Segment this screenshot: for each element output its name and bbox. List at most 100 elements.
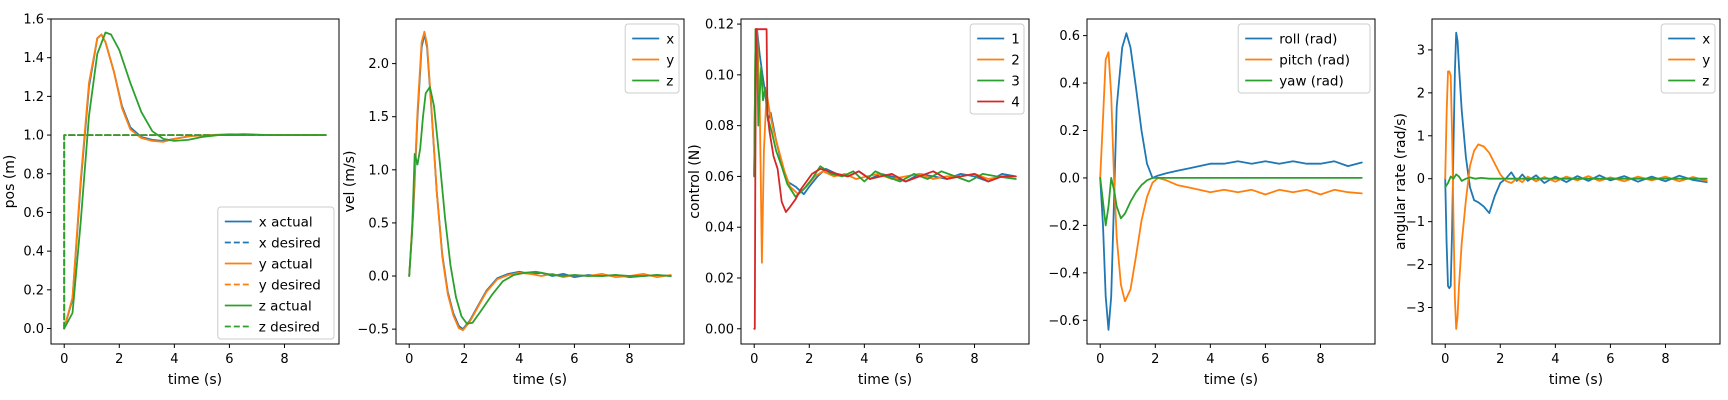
subplot-position: 0 2 4 6 8 0.0 0.2 0.4 0.6 0.8 1.0 1.2 1.4 1.6 time (s)… — [2, 13, 340, 388]
y-tick-label: 0.02 — [705, 271, 734, 286]
y-tick-label: 2.0 — [368, 57, 389, 72]
legend: x actual x desired y actual y desired z actu… — [217, 206, 335, 340]
y-tick-label: 0.10 — [705, 68, 734, 83]
plot-area — [63, 31, 327, 330]
subplot-attitude: 0 2 4 6 8 −0.6 −0.4 −0.2 0.0 0.2 0.4 0.6 time (s) rol… — [1048, 18, 1376, 388]
legend-frame — [624, 23, 680, 94]
series-line-z-desired — [63, 134, 327, 330]
axes-frame — [1086, 18, 1376, 345]
legend-label: x actual — [259, 215, 313, 231]
x-tick-label: 0 — [750, 352, 758, 367]
y-tick-label: −3 — [1406, 301, 1425, 316]
y-tick-label: 0.6 — [1059, 29, 1080, 44]
x-axis-label: time (s) — [1549, 372, 1603, 388]
x-axis-label: time (s) — [168, 372, 222, 388]
legend-frame — [1660, 23, 1716, 94]
y-tick-label: −0.6 — [1048, 314, 1080, 329]
legend-label: z actual — [259, 299, 312, 315]
x-tick-label: 0 — [60, 352, 68, 367]
x-axis-label: time (s) — [858, 372, 912, 388]
y-tick-label: 0.12 — [705, 18, 734, 33]
x-tick-label: 4 — [1551, 352, 1559, 367]
y-tick-label: 0.0 — [1059, 171, 1080, 186]
subplot-control: 0 2 4 6 8 0.00 0.02 0.04 0.06 0.08 0.10 0.12 time (s… — [687, 18, 1030, 388]
x-tick-label: 8 — [1316, 352, 1324, 367]
x-tick-label: 6 — [225, 352, 233, 367]
plot-area — [753, 28, 1017, 330]
subplot-velocity: 0 2 4 6 8 −0.5 0.0 0.5 1.0 1.5 2.0 time (s) vel (m/s… — [342, 18, 685, 388]
legend-label: pitch (rad) — [1279, 53, 1350, 69]
plot-area — [408, 30, 672, 332]
legend-label: x — [666, 32, 674, 48]
x-tick-label: 0 — [1096, 352, 1104, 367]
series-line-z — [1444, 173, 1708, 189]
subplot-angular-rate: 0 2 4 6 8 −3 −2 −1 0 1 2 3 time (s) angular rate (rad… — [1393, 18, 1721, 388]
plot-area — [1444, 31, 1708, 330]
x-tick-label: 4 — [170, 352, 178, 367]
y-tick-label: −1 — [1406, 215, 1425, 230]
legend-frame — [969, 23, 1025, 115]
x-tick-label: 6 — [570, 352, 578, 367]
y-tick-label: 0.6 — [23, 206, 44, 221]
y-tick-label: 1.2 — [23, 90, 44, 105]
y-tick-label: −2 — [1406, 258, 1425, 273]
axes-frame — [740, 18, 1030, 345]
y-tick-label: 0.2 — [1059, 124, 1080, 139]
legend-label: 3 — [1011, 74, 1020, 90]
legend-label: x — [1702, 32, 1710, 48]
y-tick-label: 0.2 — [23, 283, 44, 298]
x-tick-label: 2 — [115, 352, 123, 367]
x-tick-label: 6 — [1606, 352, 1614, 367]
legend-label: y — [1702, 53, 1710, 69]
legend: xyz — [1660, 23, 1716, 94]
x-tick-label: 2 — [1496, 352, 1504, 367]
y-tick-label: 2 — [1417, 86, 1425, 101]
y-axis-label: pos (m) — [2, 155, 18, 209]
series-line-4 — [753, 28, 1017, 330]
y-tick-label: −0.4 — [1048, 266, 1080, 281]
series-line-y — [1444, 70, 1708, 330]
series-line-z — [408, 86, 672, 325]
legend-label: z — [1702, 74, 1709, 90]
x-tick-label: 6 — [915, 352, 923, 367]
y-tick-label: −0.5 — [357, 323, 389, 338]
y-tick-label: 3 — [1417, 43, 1425, 58]
y-tick-label: 0.5 — [368, 216, 389, 231]
legend-label: y actual — [259, 257, 313, 273]
legend-label: roll (rad) — [1279, 32, 1337, 48]
legend-label: y — [666, 53, 674, 69]
x-tick-label: 8 — [280, 352, 288, 367]
y-tick-label: 1 — [1417, 129, 1425, 144]
series-line-y — [408, 30, 672, 332]
y-tick-label: 1.6 — [23, 13, 44, 28]
y-tick-label: 1.0 — [23, 129, 44, 144]
legend-label: z — [666, 74, 673, 90]
x-tick-label: 4 — [515, 352, 523, 367]
legend: xyz — [624, 23, 680, 94]
y-tick-label: 0.0 — [368, 270, 389, 285]
x-tick-label: 0 — [1441, 352, 1449, 367]
legend-label: z desired — [259, 320, 320, 336]
y-tick-label: 0.08 — [705, 119, 734, 134]
legend-frame — [1237, 23, 1371, 94]
y-tick-label: −0.2 — [1048, 219, 1080, 234]
y-axis-label: vel (m/s) — [342, 151, 358, 213]
legend: roll (rad) pitch (rad) yaw (rad) — [1237, 23, 1371, 94]
legend-label: 2 — [1011, 53, 1020, 69]
x-tick-label: 6 — [1261, 352, 1269, 367]
axes-frame — [50, 18, 340, 345]
legend-label: yaw (rad) — [1279, 74, 1344, 90]
y-tick-label: 0.04 — [705, 221, 734, 236]
x-tick-label: 8 — [970, 352, 978, 367]
x-axis-label: time (s) — [1204, 372, 1258, 388]
y-tick-label: 0 — [1417, 172, 1425, 187]
x-tick-label: 0 — [405, 352, 413, 367]
y-tick-label: 0.8 — [23, 167, 44, 182]
y-tick-label: 1.4 — [23, 51, 44, 66]
series-line-pitch-rad- — [1099, 51, 1363, 303]
legend-label: x desired — [259, 236, 321, 252]
y-tick-label: 0.06 — [705, 170, 734, 185]
x-tick-label: 2 — [1151, 352, 1159, 367]
y-axis-label: angular rate (rad/s) — [1393, 113, 1409, 250]
